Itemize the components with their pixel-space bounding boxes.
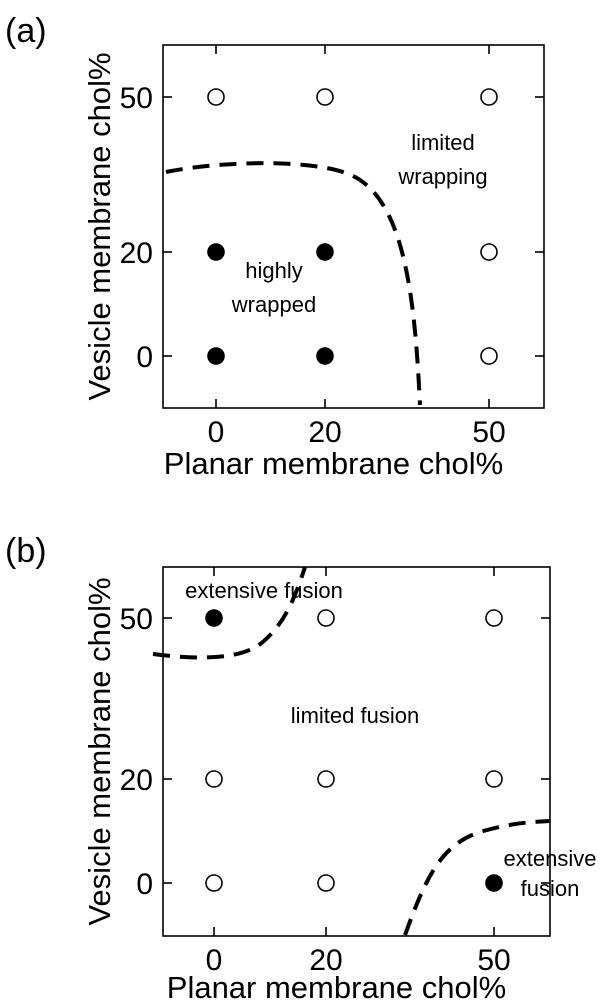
data-point-open: [207, 88, 225, 106]
data-point-open: [480, 243, 498, 261]
data-point-filled: [316, 243, 334, 261]
data-point-open: [205, 770, 223, 788]
x-tick-label: 50: [477, 944, 510, 977]
y-axis-label: Vesicle membrane chol%: [82, 577, 117, 925]
x-axis-label: Planar membrane chol%: [164, 446, 503, 481]
panel-label: (a): [5, 12, 47, 50]
y-tick-label: 50: [120, 603, 153, 636]
y-axis-label: Vesicle membrane chol%: [82, 52, 117, 400]
annotation-extensive-fusion-bottom: extensive: [504, 846, 597, 871]
data-point-open: [317, 609, 335, 627]
data-point-open: [480, 347, 498, 365]
annotation-limited-wrapping: wrapping: [397, 164, 487, 189]
annotation-extensive-fusion-top: extensive fusion: [185, 578, 343, 603]
annotation-extensive-fusion-bottom: fusion: [521, 876, 580, 901]
data-point-open: [317, 874, 335, 892]
x-axis-label: Planar membrane chol%: [167, 970, 506, 1005]
annotation-highly-wrapped: wrapped: [231, 292, 316, 317]
plot-frame: [162, 566, 551, 937]
data-point-filled: [485, 874, 503, 892]
data-point-open: [480, 88, 498, 106]
x-tick-label: 50: [472, 416, 505, 449]
x-tick-label: 0: [208, 416, 225, 449]
data-point-open: [317, 770, 335, 788]
x-tick-label: 0: [206, 944, 223, 977]
data-point-filled: [207, 347, 225, 365]
regime-boundary-dashed: [165, 161, 422, 406]
y-tick-label: 0: [136, 868, 153, 901]
data-point-filled: [205, 609, 223, 627]
annotation-limited-fusion: limited fusion: [291, 703, 419, 728]
y-tick-label: 50: [120, 82, 153, 115]
regime-boundary-dashed: [152, 566, 307, 660]
data-point-open: [316, 88, 334, 106]
annotation-limited-wrapping: limited: [411, 130, 475, 155]
y-tick-label: 0: [136, 341, 153, 374]
panel-label: (b): [5, 532, 47, 570]
x-tick-label: 20: [308, 416, 341, 449]
regime-boundary-dashed: [403, 819, 551, 936]
y-tick-label: 20: [120, 764, 153, 797]
data-point-open: [205, 874, 223, 892]
y-tick-label: 20: [120, 237, 153, 270]
data-point-filled: [207, 243, 225, 261]
x-tick-label: 20: [309, 944, 342, 977]
data-point-open: [485, 609, 503, 627]
plot-frame: [162, 44, 545, 409]
data-point-open: [485, 770, 503, 788]
data-point-filled: [316, 347, 334, 365]
annotation-highly-wrapped: highly: [245, 258, 302, 283]
